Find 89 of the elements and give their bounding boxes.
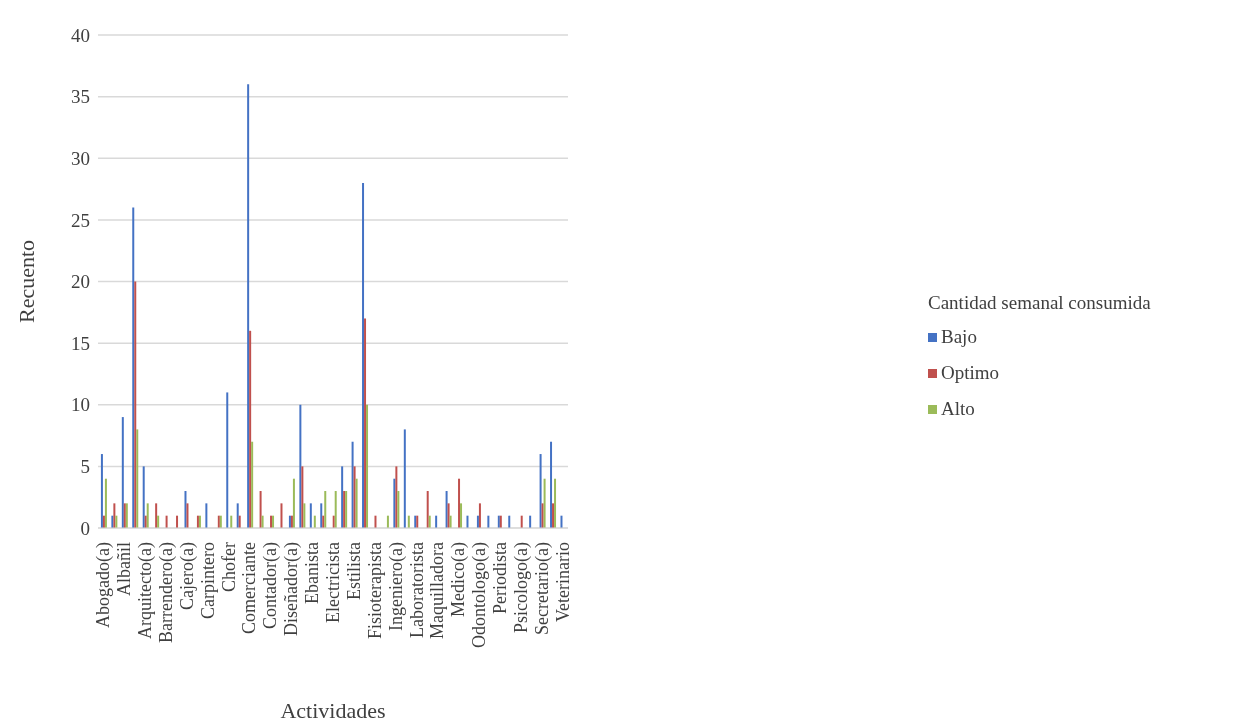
- x-tick-label: Psicologo(a): [511, 541, 532, 633]
- bar: [113, 503, 116, 528]
- x-tick-label: Electricista: [323, 542, 343, 623]
- bar: [324, 491, 327, 528]
- x-tick-label: Contador(a): [260, 542, 282, 629]
- bar: [334, 491, 337, 528]
- bar: [355, 478, 358, 528]
- legend-label: Alto: [941, 398, 975, 420]
- bar: [134, 281, 137, 528]
- x-tick-label: Cajero(a): [176, 542, 198, 610]
- bar: [259, 491, 262, 528]
- bar: [447, 503, 450, 528]
- bar: [397, 491, 400, 528]
- x-tick-label: Chofer: [218, 542, 239, 592]
- bar: [458, 478, 461, 528]
- bar: [351, 441, 354, 528]
- bar: [309, 503, 312, 528]
- y-tick-label: 20: [71, 271, 90, 293]
- bar: [303, 503, 306, 528]
- bar: [550, 441, 553, 528]
- bar: [299, 404, 302, 528]
- bar: [184, 491, 187, 528]
- bar: [362, 182, 365, 528]
- x-tick-label: Ingeniero(a): [385, 542, 407, 631]
- x-tick-label: Diseñador(a): [281, 542, 303, 636]
- bar: [539, 454, 542, 528]
- x-tick-label: Veterinario: [552, 542, 573, 622]
- bar: [393, 478, 396, 528]
- x-tick-label: Ebanista: [302, 541, 323, 604]
- bar: [292, 478, 295, 528]
- bar: [100, 454, 103, 528]
- x-tick-label: Odontologo(a): [469, 542, 491, 648]
- bar: [142, 466, 145, 528]
- bar: [146, 503, 149, 528]
- bar: [364, 318, 367, 528]
- x-tick-label: Albañil: [114, 542, 135, 596]
- y-tick-label: 35: [71, 86, 90, 108]
- x-tick-label: Abogado(a): [93, 542, 115, 628]
- bar: [132, 207, 135, 528]
- bar: [460, 503, 463, 528]
- bar: [247, 84, 250, 528]
- bar: [186, 503, 189, 528]
- y-tick-label: 15: [71, 332, 90, 354]
- bar: [301, 466, 304, 528]
- bar: [341, 466, 344, 528]
- bar: [445, 491, 448, 528]
- bar: [554, 478, 557, 528]
- bar: [543, 478, 546, 528]
- x-tick-label: Periodista: [490, 542, 511, 614]
- x-tick-label: Secretario(a): [531, 542, 553, 635]
- x-tick-label: Barrendero(a): [155, 542, 177, 643]
- x-tick-label: Medico(a): [448, 542, 470, 617]
- x-tick-label: Arquitecto(a): [135, 542, 156, 639]
- x-axis-title: Actividades: [280, 698, 386, 723]
- y-axis-title: Recuento: [13, 239, 39, 324]
- bar: [155, 503, 158, 528]
- x-tick-label: Fisioterapista: [364, 542, 385, 639]
- bar: [236, 503, 239, 528]
- bar: [121, 417, 124, 528]
- legend-title: Cantidad semanal consumida: [928, 292, 1152, 314]
- x-tick-label: Laboratorista: [406, 542, 427, 638]
- x-tick-label: Estilista: [343, 541, 364, 600]
- y-tick-label: 5: [80, 456, 90, 478]
- bar: [104, 478, 107, 528]
- bar: [478, 503, 481, 528]
- x-tick-label: Carpintero: [197, 542, 218, 619]
- bar: [320, 503, 323, 528]
- bar: [541, 503, 544, 528]
- y-tick-label: 40: [71, 24, 90, 46]
- y-tick-label: 10: [71, 394, 90, 416]
- bar: [280, 503, 283, 528]
- legend-label: Bajo: [941, 326, 977, 348]
- bar: [426, 491, 429, 528]
- y-tick-label: 25: [71, 209, 90, 231]
- y-tick-label: 30: [71, 147, 90, 169]
- bar: [403, 429, 406, 528]
- x-tick-label: Comerciante: [239, 542, 260, 634]
- y-tick-label: 0: [80, 517, 90, 539]
- bar: [251, 441, 254, 528]
- bar: [366, 404, 369, 528]
- legend-label: Optimo: [941, 362, 1000, 384]
- bar: [552, 503, 555, 528]
- bar: [136, 429, 139, 528]
- bar: [205, 503, 208, 528]
- bar: [249, 330, 252, 528]
- bar: [353, 466, 356, 528]
- bar: [395, 466, 398, 528]
- x-tick-label: Maquilladora: [427, 542, 448, 639]
- bar: [226, 392, 229, 528]
